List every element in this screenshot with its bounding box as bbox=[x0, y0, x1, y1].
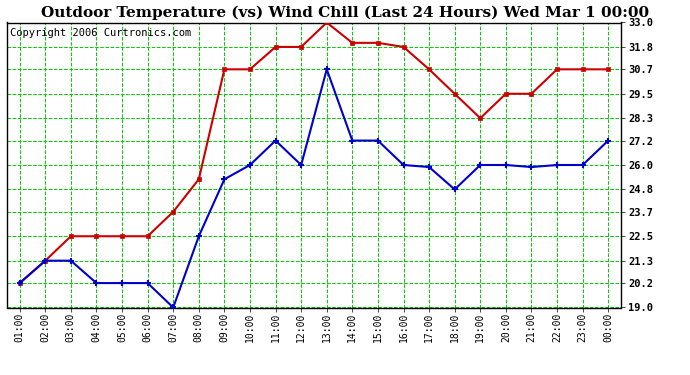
Text: Outdoor Temperature (vs) Wind Chill (Last 24 Hours) Wed Mar 1 00:00: Outdoor Temperature (vs) Wind Chill (Las… bbox=[41, 6, 649, 20]
Text: Copyright 2006 Curtronics.com: Copyright 2006 Curtronics.com bbox=[10, 28, 191, 38]
